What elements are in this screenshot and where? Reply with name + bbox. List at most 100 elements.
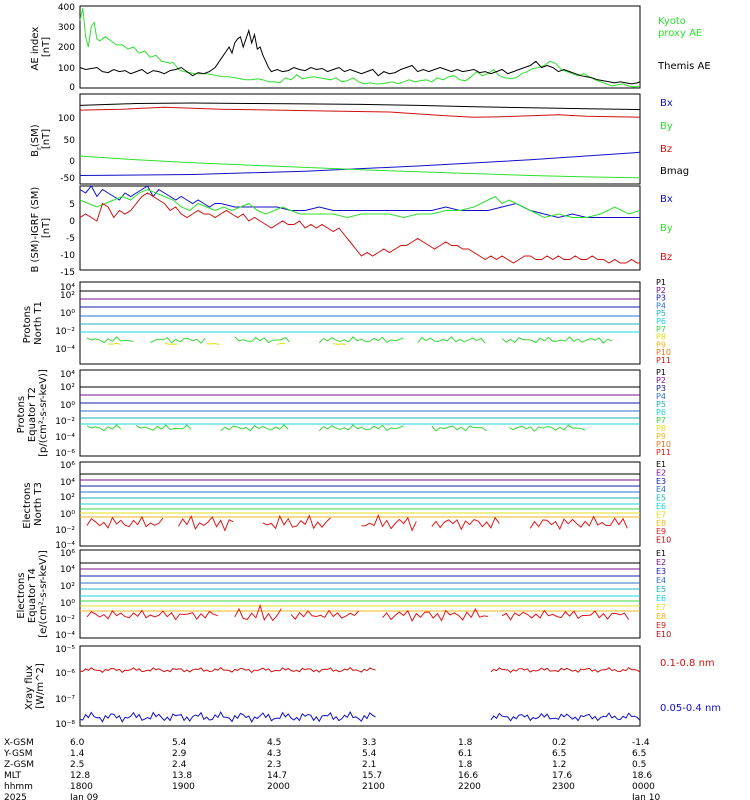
protons-north-ytick: 10²	[60, 291, 75, 301]
x-tick-value: 1.4	[70, 749, 85, 759]
protons-north-channel-7-line	[501, 336, 613, 344]
legend-e8: E8	[656, 612, 666, 621]
x-tick-value: 2.3	[267, 760, 281, 770]
legend-xray-short: 0.05-0.4 nm	[660, 703, 721, 714]
xray-ytick: 10⁻⁸	[55, 720, 75, 730]
x-tick-value: 2200	[458, 782, 481, 792]
legend-p9: P9	[656, 432, 666, 441]
xray-ylabel: Xray flux [W/m^2]	[24, 662, 46, 710]
legend-xray-long: 0.1-0.8 nm	[660, 658, 715, 669]
xray-ytick: 10⁻⁵	[55, 645, 75, 655]
bsm-ytick: 100	[58, 114, 75, 124]
legend-p7: P7	[656, 416, 666, 425]
x-row-label: X-GSM	[4, 738, 34, 748]
bsm-bx-line	[79, 151, 641, 176]
protons-north-ytick: 10⁴	[60, 283, 75, 293]
protons-north-ytick: 10⁻⁴	[55, 345, 75, 355]
x-tick-value: 0.2	[552, 738, 566, 748]
xray-short-line	[79, 711, 376, 723]
ae-ytick: 100	[58, 64, 75, 74]
protons-equator-ylabel: Protons Equator T2 [p/(cm²-s-sr-keV)]	[16, 369, 49, 457]
legend-e10: E10	[656, 630, 671, 639]
legend-e2: E2	[656, 558, 666, 567]
x-tick-value: 2300	[552, 782, 575, 792]
x-tick-value: 1800	[70, 782, 93, 792]
ae-ylabel: AE index [nT]	[30, 24, 52, 71]
legend-bz: Bz	[660, 144, 672, 155]
protons-north-channel-8-line	[333, 343, 347, 346]
ae-themis-ae-line	[79, 28, 641, 85]
protons-north-channel-7-line	[234, 336, 290, 344]
ae-index-panel-frame	[79, 5, 641, 89]
protons-north-plot	[80, 290, 640, 346]
legend-p11: P11	[656, 448, 671, 457]
x-tick-value: 1900	[172, 782, 195, 792]
bigrf-ylabel: B (SM)-IGRF (SM) [nT]	[30, 184, 52, 273]
legend-e5: E5	[656, 585, 666, 594]
xray-short-line	[490, 712, 641, 722]
x-tick-value: 1.8	[458, 738, 473, 748]
legend-p2: P2	[656, 376, 666, 385]
b-minus-igrf-plot	[79, 185, 641, 264]
electrons-equator-panel-frame	[79, 549, 641, 639]
bigrf-ytick: 5	[69, 200, 75, 210]
x-tick-value: 18.6	[632, 771, 652, 781]
electrons-north-ylabel: Electrons North T3	[22, 479, 44, 528]
legend-p11: P11	[656, 356, 671, 365]
xray-long-line	[79, 666, 376, 674]
x-row-label: Y-GSM	[3, 749, 32, 759]
x-tick-value: 14.7	[267, 771, 287, 781]
legend-kyoto-proxy-ae: Kyoto proxy AE	[658, 16, 702, 39]
protons-equator-panel-frame	[79, 369, 641, 457]
x-tick-value: 4.3	[267, 749, 281, 759]
legend-p8: P8	[656, 424, 666, 433]
electrons-north-channel-10-line	[361, 513, 417, 532]
electrons-equator-ytick: 10⁶	[60, 549, 75, 559]
legend-themis-ae: Themis AE	[657, 61, 711, 72]
electrons-equator-ylabel: Electrons Equator T4 [e/(cm²-s-sr-keV)]	[16, 550, 49, 638]
x-tick-value: 2100	[362, 782, 385, 792]
x-tick-value: 12.8	[70, 771, 90, 781]
legend-e1: E1	[656, 549, 666, 558]
legend-bmag: Bmag	[660, 166, 689, 177]
legend-e1: E1	[656, 460, 666, 469]
protons-equator-channel-7-line	[508, 424, 586, 432]
legend-p6: P6	[656, 317, 666, 326]
electrons-equator-channel-10-line	[234, 603, 282, 622]
protons-equator-ytick: 10⁻⁶	[55, 449, 75, 459]
x-tick-value: 5.4	[362, 749, 377, 759]
electrons-equator-ytick: 10⁻⁴	[55, 631, 75, 641]
x-tick-value: 0000	[632, 782, 655, 792]
bsm-ylabel: Br(SM) [nT]	[30, 121, 52, 157]
legend-p3: P3	[656, 384, 666, 393]
legend-p10: P10	[656, 348, 671, 357]
x-tick-value: -1.4	[632, 738, 650, 748]
protons-north-channel-8-line	[108, 342, 121, 345]
electrons-equator-plot	[80, 562, 640, 623]
x-tick-value: Jan 10	[631, 793, 660, 800]
bsm-bz-line	[79, 106, 641, 118]
x-tick-value: 6.5	[552, 749, 566, 759]
legend-p3: P3	[656, 294, 666, 303]
protons-north-channel-8-line	[276, 342, 286, 345]
electrons-north-channel-10-line	[529, 515, 628, 531]
xray-ytick: 10⁻⁷	[55, 695, 75, 705]
protons-equator-channel-7-line	[431, 425, 487, 432]
x-tick-value: 6.1	[458, 749, 472, 759]
bsm-by-line	[79, 155, 641, 179]
electrons-equator-ytick: 10⁻²	[55, 615, 75, 625]
ae-ytick: 0	[69, 83, 75, 93]
electrons-north-channel-10-line	[262, 514, 331, 530]
legend-e9: E9	[656, 527, 666, 536]
legend-e4: E4	[656, 576, 666, 585]
bigrf-ytick: -5	[66, 234, 75, 244]
electrons-north-channel-10-line	[86, 515, 164, 529]
legend-p9: P9	[656, 340, 666, 349]
x-row-label: 2025	[4, 793, 27, 800]
electrons-equator-channel-10-line	[290, 609, 359, 621]
x-tick-value: 13.8	[172, 771, 192, 781]
legend-bz: Bz	[660, 252, 672, 263]
